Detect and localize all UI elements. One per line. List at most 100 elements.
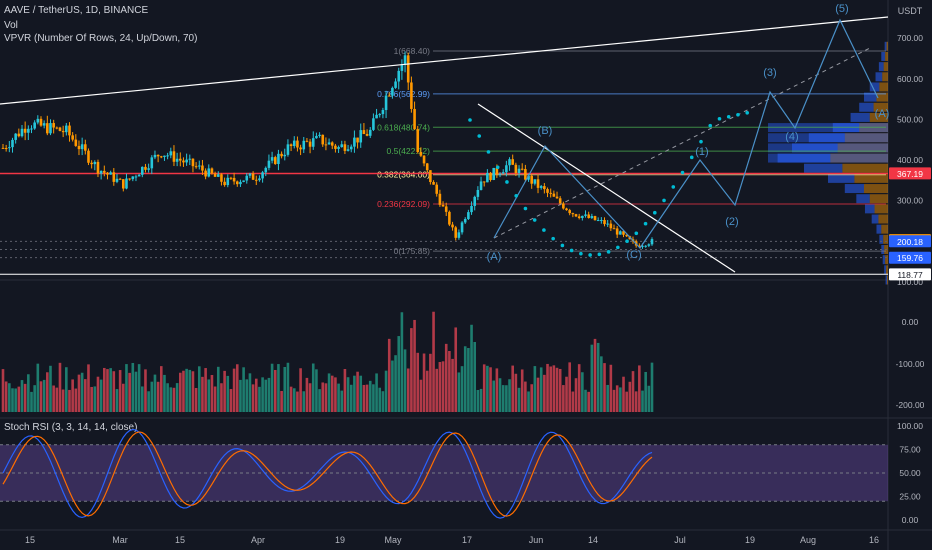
time-axis-tick: 14 [588, 535, 598, 545]
volume-bar [524, 381, 527, 412]
time-axis-tick: Jun [529, 535, 544, 545]
elliott-wave-label: (4) [785, 131, 798, 143]
candle-body [169, 151, 173, 156]
cup-pattern-dot [653, 210, 657, 215]
volume-bar [46, 372, 49, 412]
candle-body [103, 170, 106, 173]
candle-body [96, 161, 100, 174]
volume-bar [600, 356, 603, 412]
volume-bar [292, 388, 296, 412]
volume-bar [549, 366, 552, 412]
stoch-axis-tick: 100.00 [897, 421, 923, 431]
vpvr-up-bar [879, 234, 884, 244]
volume-bar [42, 379, 46, 412]
volume-bar [606, 384, 609, 412]
volume-bar [454, 327, 458, 412]
candle-body [188, 158, 192, 160]
price-axis-tick: 100.00 [897, 277, 923, 287]
volume-bar [96, 376, 100, 412]
cup-pattern-dot [736, 112, 740, 117]
elliott-wave-path [493, 18, 879, 249]
candle-body [324, 144, 328, 146]
candle-body [99, 170, 103, 174]
volume-bar [36, 363, 40, 412]
candle-body [235, 181, 239, 185]
time-axis-tick: 17 [462, 535, 472, 545]
volume-bar [216, 366, 220, 412]
candle-body [308, 141, 312, 147]
volume-bar [562, 385, 565, 412]
candle-body [125, 178, 128, 189]
volume-bar [17, 386, 21, 412]
candle-body [36, 118, 40, 123]
candle-body [131, 176, 135, 180]
cup-pattern-dot [523, 206, 528, 211]
candle-body [112, 172, 116, 182]
volume-bar [220, 383, 223, 412]
upper-trendline [0, 16, 889, 105]
volume-bar [23, 383, 27, 412]
volume-bar [546, 363, 549, 412]
candle-body [470, 205, 473, 213]
fib-level-label: 0.236(292.09) [377, 199, 430, 209]
volume-bar [270, 363, 274, 412]
candle-body [495, 167, 499, 175]
candle-body [289, 144, 293, 147]
volume-bar [55, 387, 59, 412]
volume-bar [280, 390, 283, 412]
volume-bar [337, 383, 340, 412]
fib-level-label: 0(175.85) [394, 246, 431, 256]
volume-bar [156, 381, 160, 412]
candle-body [20, 128, 24, 137]
volume-bar [248, 373, 252, 412]
volume-axis-tick: 0.00 [902, 317, 919, 327]
volume-bar [638, 365, 641, 412]
candle-body [441, 204, 445, 207]
candle-body [210, 168, 214, 174]
volume-bar [590, 344, 594, 412]
vpvr-down-bar [881, 224, 888, 234]
volume-bar [299, 368, 302, 412]
volume-bar [334, 377, 337, 412]
vpvr-up-bar [777, 153, 831, 163]
candle-body [93, 161, 97, 165]
volume-bar [416, 352, 420, 412]
candle-body [425, 163, 429, 171]
volume-bar [80, 372, 84, 412]
candle-body [343, 144, 347, 151]
volume-bar [552, 365, 556, 412]
candle-body [609, 223, 613, 229]
vpvr-indicator-label[interactable]: VPVR (Number Of Rows, 24, Up/Down, 70) [4, 33, 198, 44]
candle-body [17, 133, 21, 137]
volume-bar [109, 368, 112, 412]
volume-bar [581, 372, 584, 412]
candle-body [65, 125, 68, 133]
candle-body [283, 154, 287, 157]
vpvr-down-bar [886, 265, 888, 275]
candle-body [321, 134, 325, 145]
volume-bar [223, 370, 226, 412]
volume-bar [283, 367, 287, 412]
candle-body [11, 139, 14, 148]
vpvr-up-bar [871, 214, 879, 224]
candle-body [223, 181, 226, 186]
cup-pattern-dot [680, 170, 685, 175]
candle-body [438, 193, 442, 205]
volume-bar [327, 373, 331, 412]
candle-body [39, 118, 43, 126]
vol-indicator-label[interactable]: Vol [4, 20, 18, 31]
volume-bar [112, 371, 116, 412]
vpvr-up-bar [859, 102, 874, 112]
volume-bar [1, 369, 5, 412]
candle-body [172, 151, 176, 162]
candle-body [549, 192, 552, 194]
candle-body [467, 212, 470, 220]
volume-bar [27, 374, 30, 412]
volume-bar [87, 364, 90, 412]
stoch-rsi-label[interactable]: Stoch RSI (3, 3, 14, 14, close) [4, 422, 138, 433]
candle-body [397, 70, 401, 82]
cup-pattern-dot [699, 139, 703, 144]
volume-bar [473, 341, 477, 412]
candle-body [1, 147, 5, 149]
